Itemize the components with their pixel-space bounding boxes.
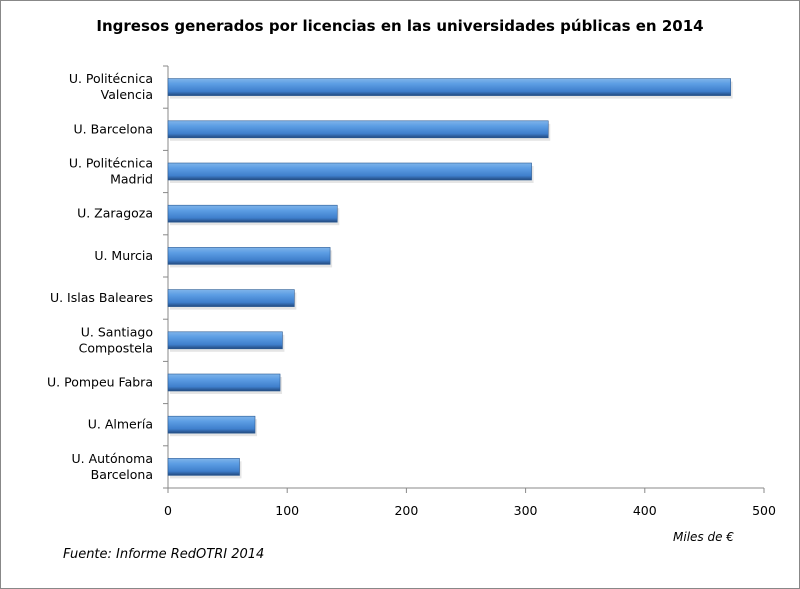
- category-label-line: U. Politécnica: [69, 71, 153, 86]
- chart-title: Ingresos generados por licencias en las …: [96, 17, 704, 35]
- category-label: U. Pompeu Fabra: [47, 375, 153, 390]
- bar: [167, 331, 283, 350]
- x-axis-label: Miles de €: [673, 530, 734, 544]
- bar: [167, 204, 338, 223]
- category-label-line: U. Santiago: [81, 324, 153, 339]
- x-tick-label: 400: [633, 503, 657, 518]
- bar: [167, 247, 331, 265]
- category-label-line: U. Autónoma: [71, 451, 153, 466]
- category-label: U. Murcia: [94, 248, 153, 263]
- bar: [167, 78, 731, 96]
- category-label: U. Politécnica Valencia: [69, 71, 153, 102]
- category-label-line: U. Zaragoza: [77, 206, 153, 221]
- category-label-line: Barcelona: [91, 467, 153, 482]
- x-tick-label: 100: [275, 503, 299, 518]
- category-label-line: U. Politécnica: [69, 156, 153, 171]
- category-label: U. Santiago Compostela: [79, 324, 153, 355]
- x-tick-label: 300: [514, 503, 538, 518]
- x-tick-label: 500: [752, 503, 776, 518]
- category-label: U. Almería: [88, 417, 153, 432]
- category-label: U. Barcelona: [74, 121, 153, 136]
- category-label-line: Compostela: [79, 340, 153, 355]
- bar: [167, 458, 240, 476]
- bar: [167, 120, 549, 139]
- category-label-line: Madrid: [110, 172, 153, 187]
- bar: [167, 162, 532, 181]
- source-note: Fuente: Informe RedOTRI 2014: [63, 547, 265, 562]
- x-tick-label: 0: [164, 503, 172, 518]
- bar: [167, 415, 256, 434]
- category-label: U. Politécnica Madrid: [69, 156, 153, 187]
- category-label-line: U. Barcelona: [74, 121, 153, 136]
- bar: [167, 289, 295, 307]
- x-tick-label: 200: [394, 503, 418, 518]
- category-label: U. Islas Baleares: [50, 290, 153, 305]
- category-label-line: U. Almería: [88, 417, 153, 432]
- bar: [167, 373, 281, 392]
- category-label: U. Autónoma Barcelona: [71, 451, 153, 482]
- category-label-line: Valencia: [101, 87, 153, 102]
- category-label: U. Zaragoza: [77, 206, 153, 221]
- category-label-line: U. Pompeu Fabra: [47, 375, 153, 390]
- category-label-line: U. Islas Baleares: [50, 290, 153, 305]
- category-label-line: U. Murcia: [94, 248, 153, 263]
